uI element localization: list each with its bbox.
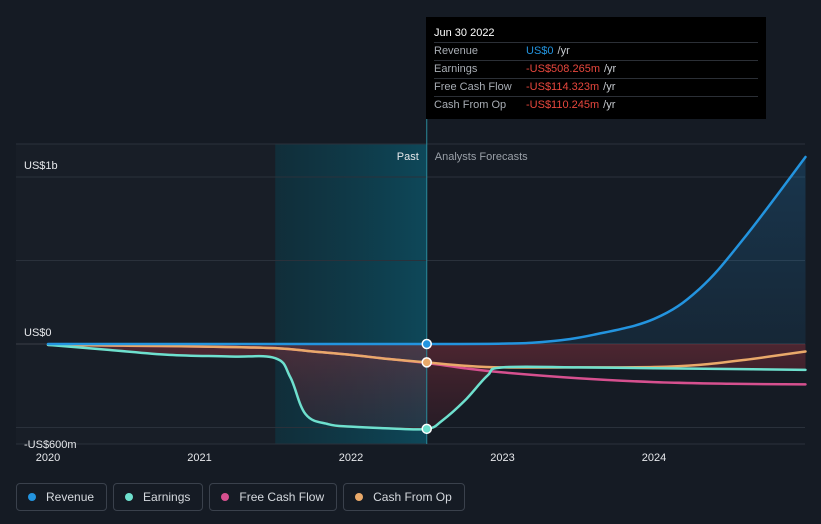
tooltip-value: -US$508.265m <box>526 63 600 75</box>
area-revenue <box>48 156 806 345</box>
legend: Revenue Earnings Free Cash Flow Cash Fro… <box>16 483 465 511</box>
x-axis-label: 2021 <box>187 452 211 464</box>
legend-item-cash-from-op[interactable]: Cash From Op <box>343 483 465 511</box>
x-axis-label: 2022 <box>339 452 363 464</box>
legend-label: Cash From Op <box>373 490 452 504</box>
past-label: Past <box>397 151 419 163</box>
tooltip-row-cash-from-op: Cash From Op -US$110.245m /yr <box>434 96 758 114</box>
legend-dot-icon <box>28 493 36 501</box>
tooltip-value: -US$114.323m <box>526 81 600 93</box>
y-axis-label: US$0 <box>24 327 52 339</box>
tooltip: Jun 30 2022 Revenue US$0 /yr Earnings -U… <box>426 17 766 119</box>
tooltip-unit: /yr <box>557 45 570 57</box>
tooltip-unit: /yr <box>604 63 617 75</box>
y-axis-labels: US$1b US$0 -US$600m <box>24 160 77 451</box>
legend-label: Earnings <box>143 490 191 504</box>
forecast-label: Analysts Forecasts <box>435 151 528 163</box>
y-axis-label: US$1b <box>24 160 58 172</box>
tooltip-unit: /yr <box>603 99 616 111</box>
tooltip-label: Cash From Op <box>434 99 507 111</box>
tooltip-label: Free Cash Flow <box>434 81 512 93</box>
x-axis-label: 2024 <box>642 452 666 464</box>
tooltip-date: Jun 30 2022 <box>434 27 495 39</box>
legend-label: Revenue <box>46 490 95 504</box>
y-axis-label: -US$600m <box>24 439 77 451</box>
marker-cash-from-op <box>421 357 432 368</box>
x-axis-label: 2020 <box>36 452 60 464</box>
tooltip-row-revenue: Revenue US$0 /yr <box>434 42 758 60</box>
x-axis-label: 2023 <box>490 452 514 464</box>
tooltip-value: -US$110.245m <box>526 99 600 111</box>
legend-label: Free Cash Flow <box>239 490 325 504</box>
tooltip-value: US$0 <box>526 45 554 57</box>
legend-dot-icon <box>355 493 364 501</box>
tooltip-label: Revenue <box>434 45 479 57</box>
line-revenue <box>46 155 807 346</box>
tooltip-row-earnings: Earnings -US$508.265m /yr <box>434 60 758 78</box>
tooltip-row-free-cash-flow: Free Cash Flow -US$114.323m /yr <box>434 78 758 96</box>
legend-item-earnings[interactable]: Earnings <box>113 483 204 511</box>
legend-dot-icon <box>125 493 134 501</box>
x-axis-labels: 2020 2021 2022 2023 2024 <box>36 452 666 464</box>
tooltip-unit: /yr <box>603 81 616 93</box>
legend-dot-icon <box>221 493 230 501</box>
line-earnings <box>46 343 807 431</box>
legend-item-free-cash-flow[interactable]: Free Cash Flow <box>209 483 338 511</box>
markers <box>421 338 432 435</box>
tooltip-label: Earnings <box>434 63 478 75</box>
marker-revenue <box>421 338 432 350</box>
marker-earnings <box>421 423 432 435</box>
legend-item-revenue[interactable]: Revenue <box>16 483 108 511</box>
